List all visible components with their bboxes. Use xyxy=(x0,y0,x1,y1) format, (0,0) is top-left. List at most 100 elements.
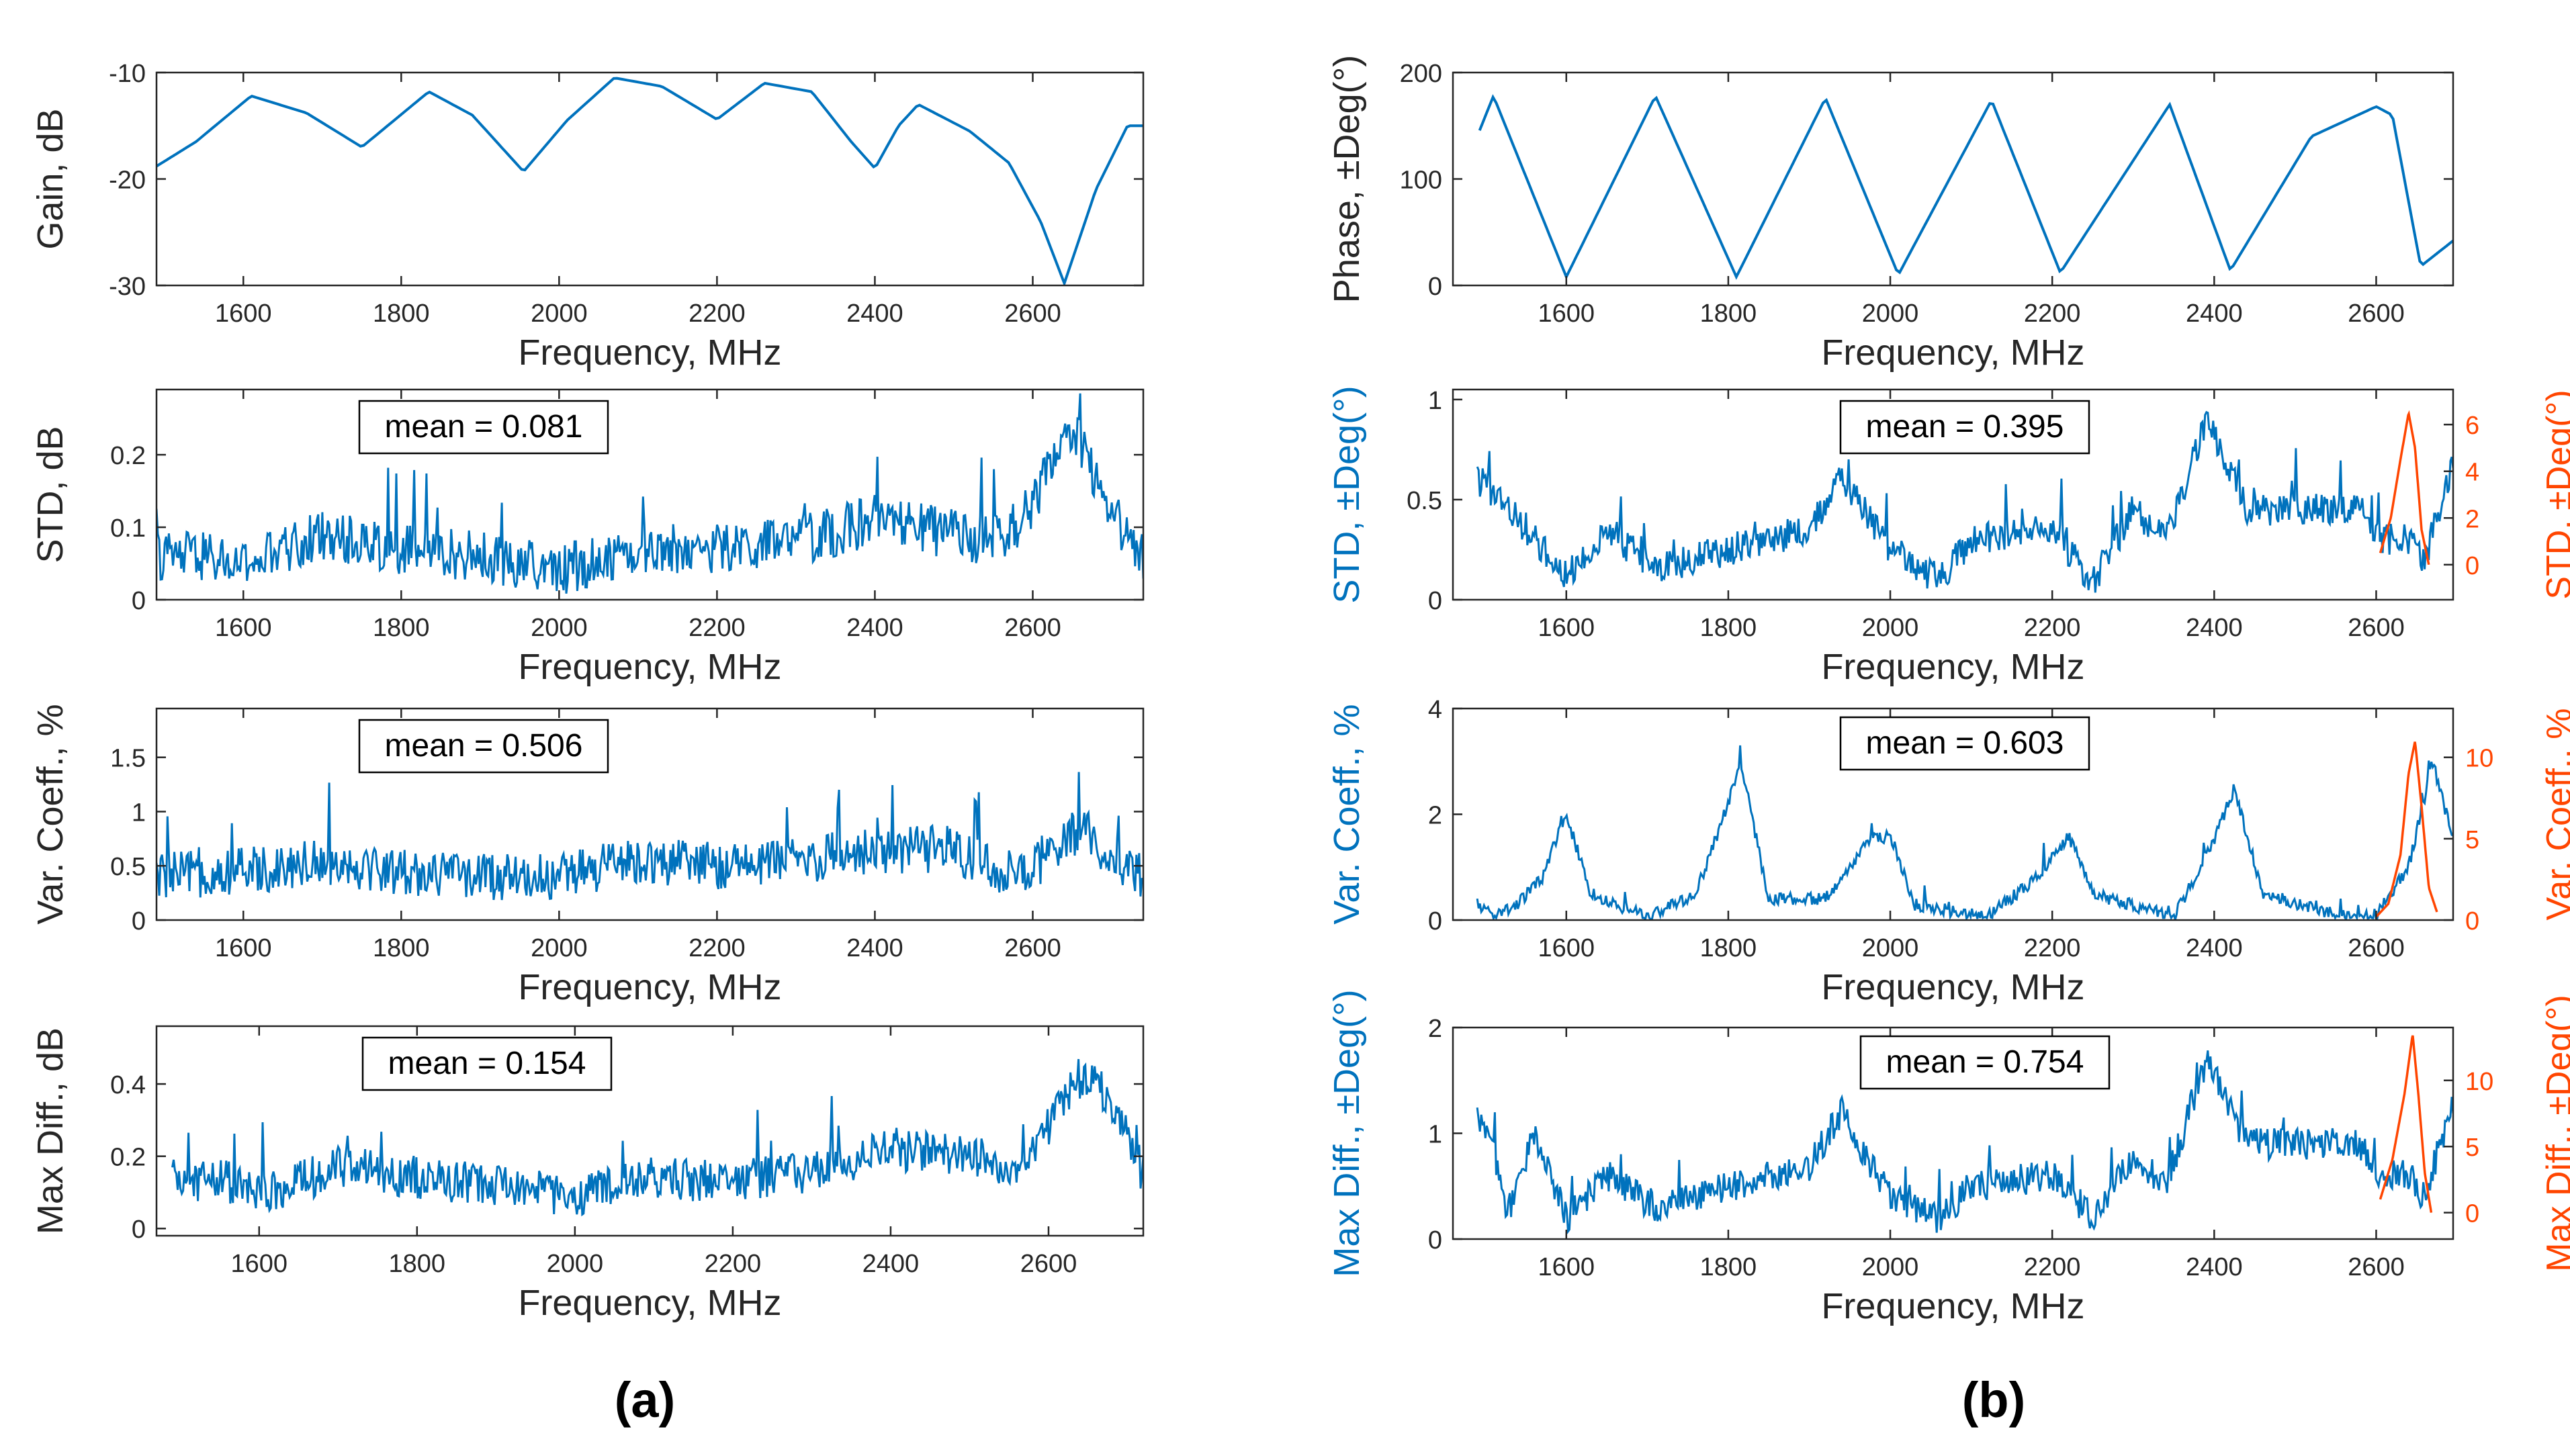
y-tick-label-a1: -30 xyxy=(109,273,146,301)
x-axis-label-a1: Frequency, MHz xyxy=(518,332,781,373)
axes-box-b2 xyxy=(1452,388,2454,601)
series-line-b3 xyxy=(1476,745,2453,920)
y-tick-label-b3: 0 xyxy=(1428,907,1442,936)
mean-box-b2 xyxy=(1839,400,2090,455)
x-tick-label-b3: 2000 xyxy=(1862,934,1919,962)
right-tick-label-b2: 0 xyxy=(2465,552,2479,580)
x-tick-label-a1: 2000 xyxy=(531,300,588,328)
right-tick-label-b3: 0 xyxy=(2465,907,2479,936)
axes-box-a3 xyxy=(155,707,1145,921)
x-tick-label-a2: 2600 xyxy=(1004,614,1061,642)
x-tick-label-a4: 2000 xyxy=(547,1250,604,1278)
series-line-a1 xyxy=(157,77,1143,285)
y-axis-label-a4: Max Diff., dB xyxy=(30,1028,71,1234)
right-axis-label-b2: STD, ±Deg(°) xyxy=(2540,390,2570,599)
right-tick-label-b2: 2 xyxy=(2465,505,2479,533)
mean-label-a4: mean = 0.154 xyxy=(388,1046,586,1081)
right-tick-label-b3: 10 xyxy=(2465,745,2493,773)
mean-box-b3 xyxy=(1839,716,2090,771)
y-tick-label-a2: 0 xyxy=(132,587,146,615)
caption-a: (a) xyxy=(615,1372,675,1428)
right-tick-label-b4: 5 xyxy=(2465,1134,2479,1162)
x-tick-label-b2: 2000 xyxy=(1862,614,1919,642)
y-tick-label-a3: 1 xyxy=(132,799,146,827)
secondary-line-b3 xyxy=(2375,741,2438,918)
chart-b2: 0 2 4 6 STD, ±Deg(°) 1600 1800 2000 2200 2400 2600… xyxy=(1327,385,2570,687)
y-axis-label-a3: Var. Coeff., % xyxy=(30,704,71,924)
y-tick-label-a1: -20 xyxy=(109,167,146,195)
mean-box-a2 xyxy=(358,400,609,455)
y-tick-label-b2: 0.5 xyxy=(1407,487,1442,515)
x-tick-label-b1: 1600 xyxy=(1538,300,1595,328)
x-tick-label-b3: 2400 xyxy=(2186,934,2243,962)
mean-label-b3: mean = 0.603 xyxy=(1866,725,2064,761)
y-tick-label-b2: 1 xyxy=(1428,387,1442,415)
x-tick-label-a4: 2600 xyxy=(1020,1250,1077,1278)
x-tick-label-b4: 1800 xyxy=(1700,1253,1757,1281)
series-line-b4 xyxy=(1476,1050,2453,1234)
y-tick-label-b1: 200 xyxy=(1400,60,1442,88)
x-tick-label-a3: 2600 xyxy=(1004,934,1061,962)
mean-label-b2: mean = 0.395 xyxy=(1866,409,2064,445)
series-line-b1 xyxy=(1478,94,2453,281)
y-axis-label-a2: STD, dB xyxy=(30,426,71,563)
x-tick-label-a4: 1800 xyxy=(389,1250,446,1278)
right-tick-label-b3: 5 xyxy=(2465,826,2479,854)
y-axis-label-b2: STD, ±Deg(°) xyxy=(1327,385,1367,603)
x-tick-label-a4: 2400 xyxy=(862,1250,920,1278)
mean-box-b4 xyxy=(1859,1035,2111,1090)
x-tick-label-a3: 2200 xyxy=(689,934,746,962)
x-tick-label-b2: 2200 xyxy=(2024,614,2081,642)
y-tick-label-a4: 0 xyxy=(132,1216,146,1244)
y-axis-label-b1: Phase, ±Deg(°) xyxy=(1327,55,1367,303)
x-tick-label-a1: 2400 xyxy=(846,300,903,328)
right-axis-label-b3: Var. Coeff., % xyxy=(2540,708,2570,920)
charts-layer: 1600 1800 2000 2200 2400 2600-30-20-10Frequen… xyxy=(30,55,2570,1326)
x-tick-label-b3: 1800 xyxy=(1700,934,1757,962)
right-axis-label-b4: Max Diff., ±Deg(°) xyxy=(2540,995,2570,1271)
series-line-a3 xyxy=(157,772,1143,901)
chart-a2: 1600 1800 2000 2200 2400 2600 0 0.1 0.2 Frequency… xyxy=(30,388,1145,687)
y-tick-label-b1: 100 xyxy=(1400,167,1442,195)
x-tick-label-b4: 2000 xyxy=(1862,1253,1919,1281)
chart-a4: 1600 1800 2000 2200 2400 2600 0 0.2 0.4 Frequency… xyxy=(30,1025,1145,1323)
y-tick-label-a3: 0 xyxy=(132,907,146,936)
right-tick-label-b2: 4 xyxy=(2465,459,2479,487)
secondary-line-b2 xyxy=(2379,410,2430,565)
secondary-line-b4 xyxy=(2379,1035,2433,1213)
axes-box-a1 xyxy=(155,71,1145,287)
x-tick-label-a3: 1800 xyxy=(373,934,430,962)
x-tick-label-b1: 1800 xyxy=(1700,300,1757,328)
x-tick-label-b3: 1600 xyxy=(1538,934,1595,962)
y-tick-label-b4: 2 xyxy=(1428,1015,1442,1043)
x-tick-label-a1: 1800 xyxy=(373,300,430,328)
y-tick-label-b1: 0 xyxy=(1428,273,1442,301)
axes-box-a2 xyxy=(155,388,1145,601)
right-tick-label-b4: 10 xyxy=(2465,1068,2493,1096)
series-line-b2 xyxy=(1476,410,2453,593)
x-tick-label-a2: 1800 xyxy=(373,614,430,642)
x-tick-label-b4: 1600 xyxy=(1538,1253,1595,1281)
y-axis-label-b4: Max Diff., ±Deg(°) xyxy=(1327,989,1367,1277)
x-axis-label-b3: Frequency, MHz xyxy=(1821,967,2084,1007)
x-tick-label-b2: 2600 xyxy=(2348,614,2405,642)
x-tick-label-a3: 2000 xyxy=(531,934,588,962)
y-tick-label-a2: 0.2 xyxy=(110,442,146,470)
x-tick-label-a2: 2400 xyxy=(846,614,903,642)
x-axis-label-a4: Frequency, MHz xyxy=(518,1283,781,1323)
x-tick-label-a1: 2200 xyxy=(689,300,746,328)
y-tick-label-b4: 0 xyxy=(1428,1226,1442,1255)
x-tick-label-b3: 2200 xyxy=(2024,934,2081,962)
x-tick-label-a2: 2000 xyxy=(531,614,588,642)
x-tick-label-b4: 2200 xyxy=(2024,1253,2081,1281)
mean-label-a2: mean = 0.081 xyxy=(385,409,583,445)
chart-a1: 1600 1800 2000 2200 2400 2600 -30 -20 -10 Frequen… xyxy=(30,60,1145,373)
axes-box-b1 xyxy=(1452,71,2454,287)
axes-box-a4 xyxy=(155,1025,1145,1237)
series-line-a2 xyxy=(157,393,1143,594)
x-tick-label-b1: 2000 xyxy=(1862,300,1919,328)
x-tick-label-a2: 1600 xyxy=(215,614,272,642)
x-tick-label-b4: 2600 xyxy=(2348,1253,2405,1281)
chart-a3: 1600 1800 2000 2200 2400 2600 0 0.5 1 1.5 Frequenc… xyxy=(30,704,1145,1007)
